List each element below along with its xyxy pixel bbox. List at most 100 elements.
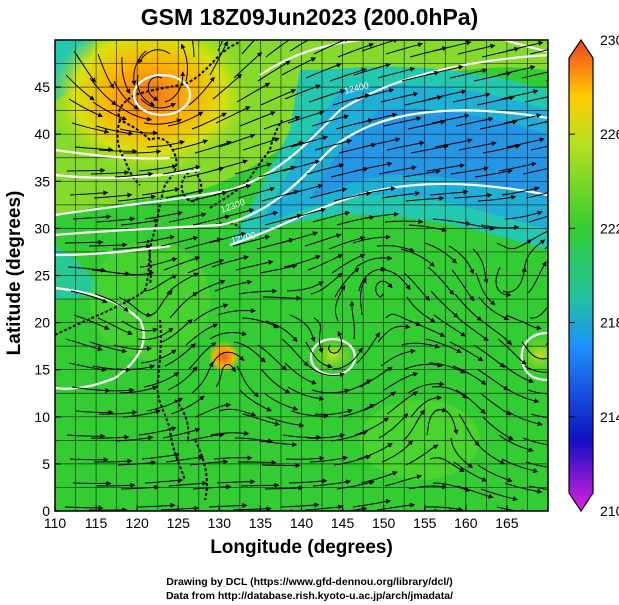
streamline	[500, 89, 539, 100]
streamline	[450, 437, 473, 469]
streamline	[449, 341, 484, 362]
streamline	[424, 242, 457, 264]
x-tick-label: 135	[249, 515, 273, 531]
streamline	[168, 480, 208, 487]
streamline	[332, 347, 363, 370]
y-tick-label: 35	[34, 173, 50, 189]
streamline	[242, 137, 280, 151]
streamline	[232, 234, 271, 247]
streamline	[122, 409, 161, 418]
streamline	[186, 432, 225, 442]
streamline	[210, 430, 250, 436]
streamline	[118, 296, 152, 318]
streamline	[119, 385, 158, 394]
streamline	[136, 74, 155, 106]
streamline	[216, 479, 256, 485]
streamline	[266, 416, 305, 428]
streamline	[123, 149, 162, 155]
streamline	[333, 454, 372, 466]
streamline	[167, 111, 204, 127]
streamline	[506, 410, 543, 427]
streamline	[218, 133, 256, 148]
streamline	[217, 308, 256, 316]
streamline	[450, 166, 489, 175]
y-tick-label: 5	[42, 456, 50, 472]
streamline	[138, 426, 177, 436]
streamline	[520, 230, 548, 247]
streamline	[209, 40, 228, 76]
streamline	[338, 403, 375, 418]
streamline	[474, 168, 513, 178]
streamline	[381, 191, 421, 199]
streamline	[525, 192, 548, 199]
streamline	[551, 267, 571, 297]
streamline	[432, 482, 471, 492]
streamline	[167, 366, 198, 391]
streamline	[264, 213, 303, 226]
streamline	[505, 40, 544, 52]
streamline	[240, 482, 280, 488]
streamline	[95, 387, 135, 393]
streamline	[473, 344, 506, 368]
streamline	[160, 235, 199, 247]
streamline	[334, 285, 346, 322]
streamline	[384, 219, 424, 225]
streamline	[72, 480, 112, 486]
streamline	[378, 165, 417, 175]
streamline	[74, 146, 114, 153]
streamline	[329, 67, 367, 82]
streamline	[474, 440, 506, 465]
streamline	[68, 98, 104, 118]
streamline	[97, 482, 136, 488]
streamline	[352, 499, 391, 508]
chart-title: GSM 18Z09Jun2023 (200.0hPa)	[140, 4, 479, 30]
streamline	[280, 502, 320, 508]
streamline	[449, 68, 488, 79]
streamline	[473, 71, 512, 82]
streamline	[142, 274, 178, 292]
streamline	[285, 183, 324, 196]
streamline	[477, 194, 517, 202]
streamline	[314, 408, 354, 415]
streamline	[312, 210, 351, 223]
streamline	[378, 413, 409, 439]
streamline	[359, 112, 398, 124]
streamline	[408, 224, 448, 233]
streamline	[95, 125, 134, 136]
y-tick-label: 10	[34, 409, 50, 425]
streamline	[180, 43, 189, 82]
streamline	[358, 266, 387, 292]
streamline	[72, 214, 112, 220]
streamline	[433, 40, 472, 52]
streamline	[237, 186, 276, 199]
streamline	[120, 484, 160, 490]
y-axis-ticks: 0 5 10 15 20 25 30 35 40 45	[34, 79, 61, 519]
streamline	[357, 186, 396, 196]
streamline	[66, 433, 106, 439]
streamline	[309, 187, 348, 199]
streamline	[236, 365, 259, 398]
x-tick-label: 160	[454, 515, 478, 531]
streamline	[215, 363, 236, 388]
streamline	[472, 248, 489, 284]
streamline	[71, 122, 110, 134]
streamline	[500, 362, 535, 383]
streamline	[212, 351, 245, 364]
streamline	[349, 300, 355, 340]
streamline	[165, 188, 204, 199]
streamline	[191, 361, 214, 394]
streamline	[257, 60, 291, 82]
x-tick-label: 110	[44, 515, 67, 531]
streamline	[92, 101, 128, 121]
streamline	[530, 413, 548, 419]
streamline	[114, 435, 154, 442]
streamline	[497, 65, 536, 76]
streamline	[290, 135, 329, 148]
streamline	[528, 215, 548, 223]
streamline	[121, 320, 159, 333]
streamline	[70, 290, 108, 304]
streamline	[89, 77, 117, 106]
streamline	[458, 141, 497, 151]
streamline	[314, 139, 353, 151]
streamline	[376, 502, 416, 511]
